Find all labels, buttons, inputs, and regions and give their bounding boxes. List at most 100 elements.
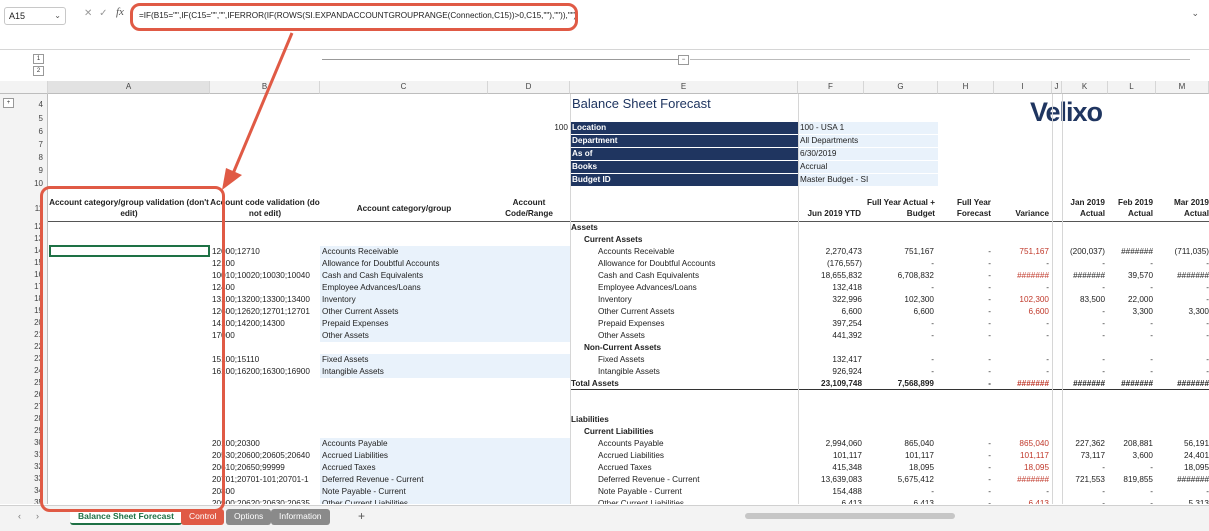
row-header[interactable]: 21 [34, 330, 43, 339]
tab-information[interactable]: Information [271, 509, 330, 525]
row-header[interactable]: 30 [34, 438, 43, 447]
row-header[interactable]: 4 [38, 100, 43, 109]
row-header[interactable]: 6 [38, 127, 43, 136]
account-range-cell[interactable] [488, 246, 570, 258]
tab-options[interactable]: Options [226, 509, 272, 525]
account-range-cell[interactable] [488, 462, 570, 474]
column-header-h[interactable]: H [938, 81, 994, 94]
row-header[interactable]: 20 [34, 318, 43, 327]
account-code-cell[interactable]: 20701;20701-101;20701-1 [212, 475, 309, 484]
row-header[interactable]: 34 [34, 486, 43, 495]
row-header[interactable]: 9 [38, 166, 43, 175]
row-header[interactable]: 10 [34, 179, 43, 188]
account-code-cell[interactable]: 13100;13200;13300;13400 [212, 295, 310, 304]
name-box[interactable]: A15 ⌄ [4, 7, 66, 25]
row-header[interactable]: 19 [34, 306, 43, 315]
scroll-left-icon[interactable]: ‹ [18, 511, 21, 521]
row-header[interactable]: 23 [34, 354, 43, 363]
select-all-corner[interactable] [0, 81, 48, 94]
account-range-cell[interactable] [488, 474, 570, 486]
row-header[interactable]: 22 [34, 342, 43, 351]
column-header-k[interactable]: K [1062, 81, 1108, 94]
account-group-cell[interactable]: Employee Advances/Loans [320, 282, 488, 294]
account-code-cell[interactable]: 20610;20650;99999 [212, 463, 285, 472]
column-header-d[interactable]: D [488, 81, 570, 94]
account-code-cell[interactable]: 12000;12710 [212, 247, 260, 256]
chevron-down-icon[interactable]: ⌄ [54, 11, 61, 20]
row-header[interactable]: 16 [34, 270, 43, 279]
account-range-cell[interactable] [488, 258, 570, 270]
account-range-cell[interactable] [488, 294, 570, 306]
row-header[interactable]: 8 [38, 153, 43, 162]
account-range-cell[interactable] [488, 366, 570, 378]
outline-level-1-col[interactable]: 1 [33, 54, 44, 64]
add-sheet-icon[interactable]: + [358, 509, 366, 523]
account-range-cell[interactable] [488, 318, 570, 330]
column-header-a[interactable]: A [48, 81, 210, 94]
fx-icon[interactable]: fx [116, 6, 124, 18]
account-group-cell[interactable]: Other Current Liabilities [320, 498, 488, 504]
outline-level-2-col[interactable]: 2 [33, 66, 44, 76]
account-group-cell[interactable]: Accrued Taxes [320, 462, 488, 474]
formula-cancel-confirm-icons[interactable]: ✕ ✓ [84, 8, 110, 19]
row-header[interactable]: 17 [34, 282, 43, 291]
selected-cell[interactable] [49, 245, 210, 257]
row-header[interactable]: 12 [34, 222, 43, 231]
account-group-cell[interactable]: Other Assets [320, 330, 488, 342]
account-group-cell[interactable]: Accrued Liabilities [320, 450, 488, 462]
account-code-cell[interactable]: 16100;16200;16300;16900 [212, 367, 310, 376]
account-range-cell[interactable] [488, 498, 570, 504]
row-header[interactable]: 7 [38, 140, 43, 149]
row-header[interactable]: 5 [38, 114, 43, 123]
tab-control[interactable]: Control [181, 509, 225, 525]
account-range-cell[interactable] [488, 450, 570, 462]
account-group-cell[interactable]: Accounts Receivable [320, 246, 488, 258]
formula-input[interactable]: =IF(B15="",IF(C15="","",IFERROR(IF(ROWS(… [130, 3, 578, 31]
account-range-cell[interactable] [488, 354, 570, 366]
account-range-cell[interactable] [488, 486, 570, 498]
row-header[interactable]: 28 [34, 414, 43, 423]
row-header[interactable]: 15 [34, 258, 43, 267]
row-header[interactable]: 14 [34, 246, 43, 255]
column-header-e[interactable]: E [570, 81, 798, 94]
account-group-cell[interactable]: Accounts Payable [320, 438, 488, 450]
account-code-cell[interactable]: 10010;10020;10030;10040 [212, 271, 310, 280]
row-header[interactable]: 32 [34, 462, 43, 471]
row-header[interactable]: 25 [34, 378, 43, 387]
row-header[interactable]: 24 [34, 366, 43, 375]
row-header[interactable]: 33 [34, 474, 43, 483]
account-code-cell[interactable]: 12600;12620;12701;12701 [212, 307, 310, 316]
account-code-cell[interactable]: 14100;14200;14300 [212, 319, 285, 328]
scroll-right-icon[interactable]: › [36, 511, 39, 521]
row-header[interactable]: 27 [34, 402, 43, 411]
column-header-i[interactable]: I [994, 81, 1052, 94]
account-group-cell[interactable]: Note Payable - Current [320, 486, 488, 498]
account-range-cell[interactable] [488, 438, 570, 450]
account-group-cell[interactable]: Fixed Assets [320, 354, 488, 366]
account-group-cell[interactable]: Cash and Cash Equivalents [320, 270, 488, 282]
row-header[interactable]: 18 [34, 294, 43, 303]
account-code-cell[interactable]: 20100;20300 [212, 439, 260, 448]
column-header-j[interactable]: J [1052, 81, 1062, 94]
account-range-cell[interactable] [488, 330, 570, 342]
account-range-cell[interactable] [488, 282, 570, 294]
account-code-cell[interactable]: 20900;20620;20630;20635 [212, 499, 310, 504]
account-code-cell[interactable]: 15100;15110 [212, 355, 260, 364]
horizontal-scrollbar[interactable] [745, 513, 955, 519]
account-code-cell[interactable]: 20530;20600;20605;20640 [212, 451, 310, 460]
account-range-cell[interactable] [488, 270, 570, 282]
column-header-f[interactable]: F [798, 81, 864, 94]
row-header[interactable]: 11 [34, 204, 43, 213]
expand-formula-bar-icon[interactable]: ⌄ [1191, 8, 1199, 18]
tab-balance-sheet-forecast[interactable]: Balance Sheet Forecast [70, 509, 182, 525]
row-header[interactable]: 13 [34, 234, 43, 243]
expand-rows-icon[interactable]: + [3, 98, 14, 108]
row-header[interactable]: 29 [34, 426, 43, 435]
account-group-cell[interactable]: Deferred Revenue - Current [320, 474, 488, 486]
column-header-c[interactable]: C [320, 81, 488, 94]
account-group-cell[interactable]: Other Current Assets [320, 306, 488, 318]
account-group-cell[interactable]: Allowance for Doubtful Accounts [320, 258, 488, 270]
column-header-l[interactable]: L [1108, 81, 1156, 94]
collapse-group-icon[interactable]: − [678, 55, 689, 65]
row-header[interactable]: 31 [34, 450, 43, 459]
